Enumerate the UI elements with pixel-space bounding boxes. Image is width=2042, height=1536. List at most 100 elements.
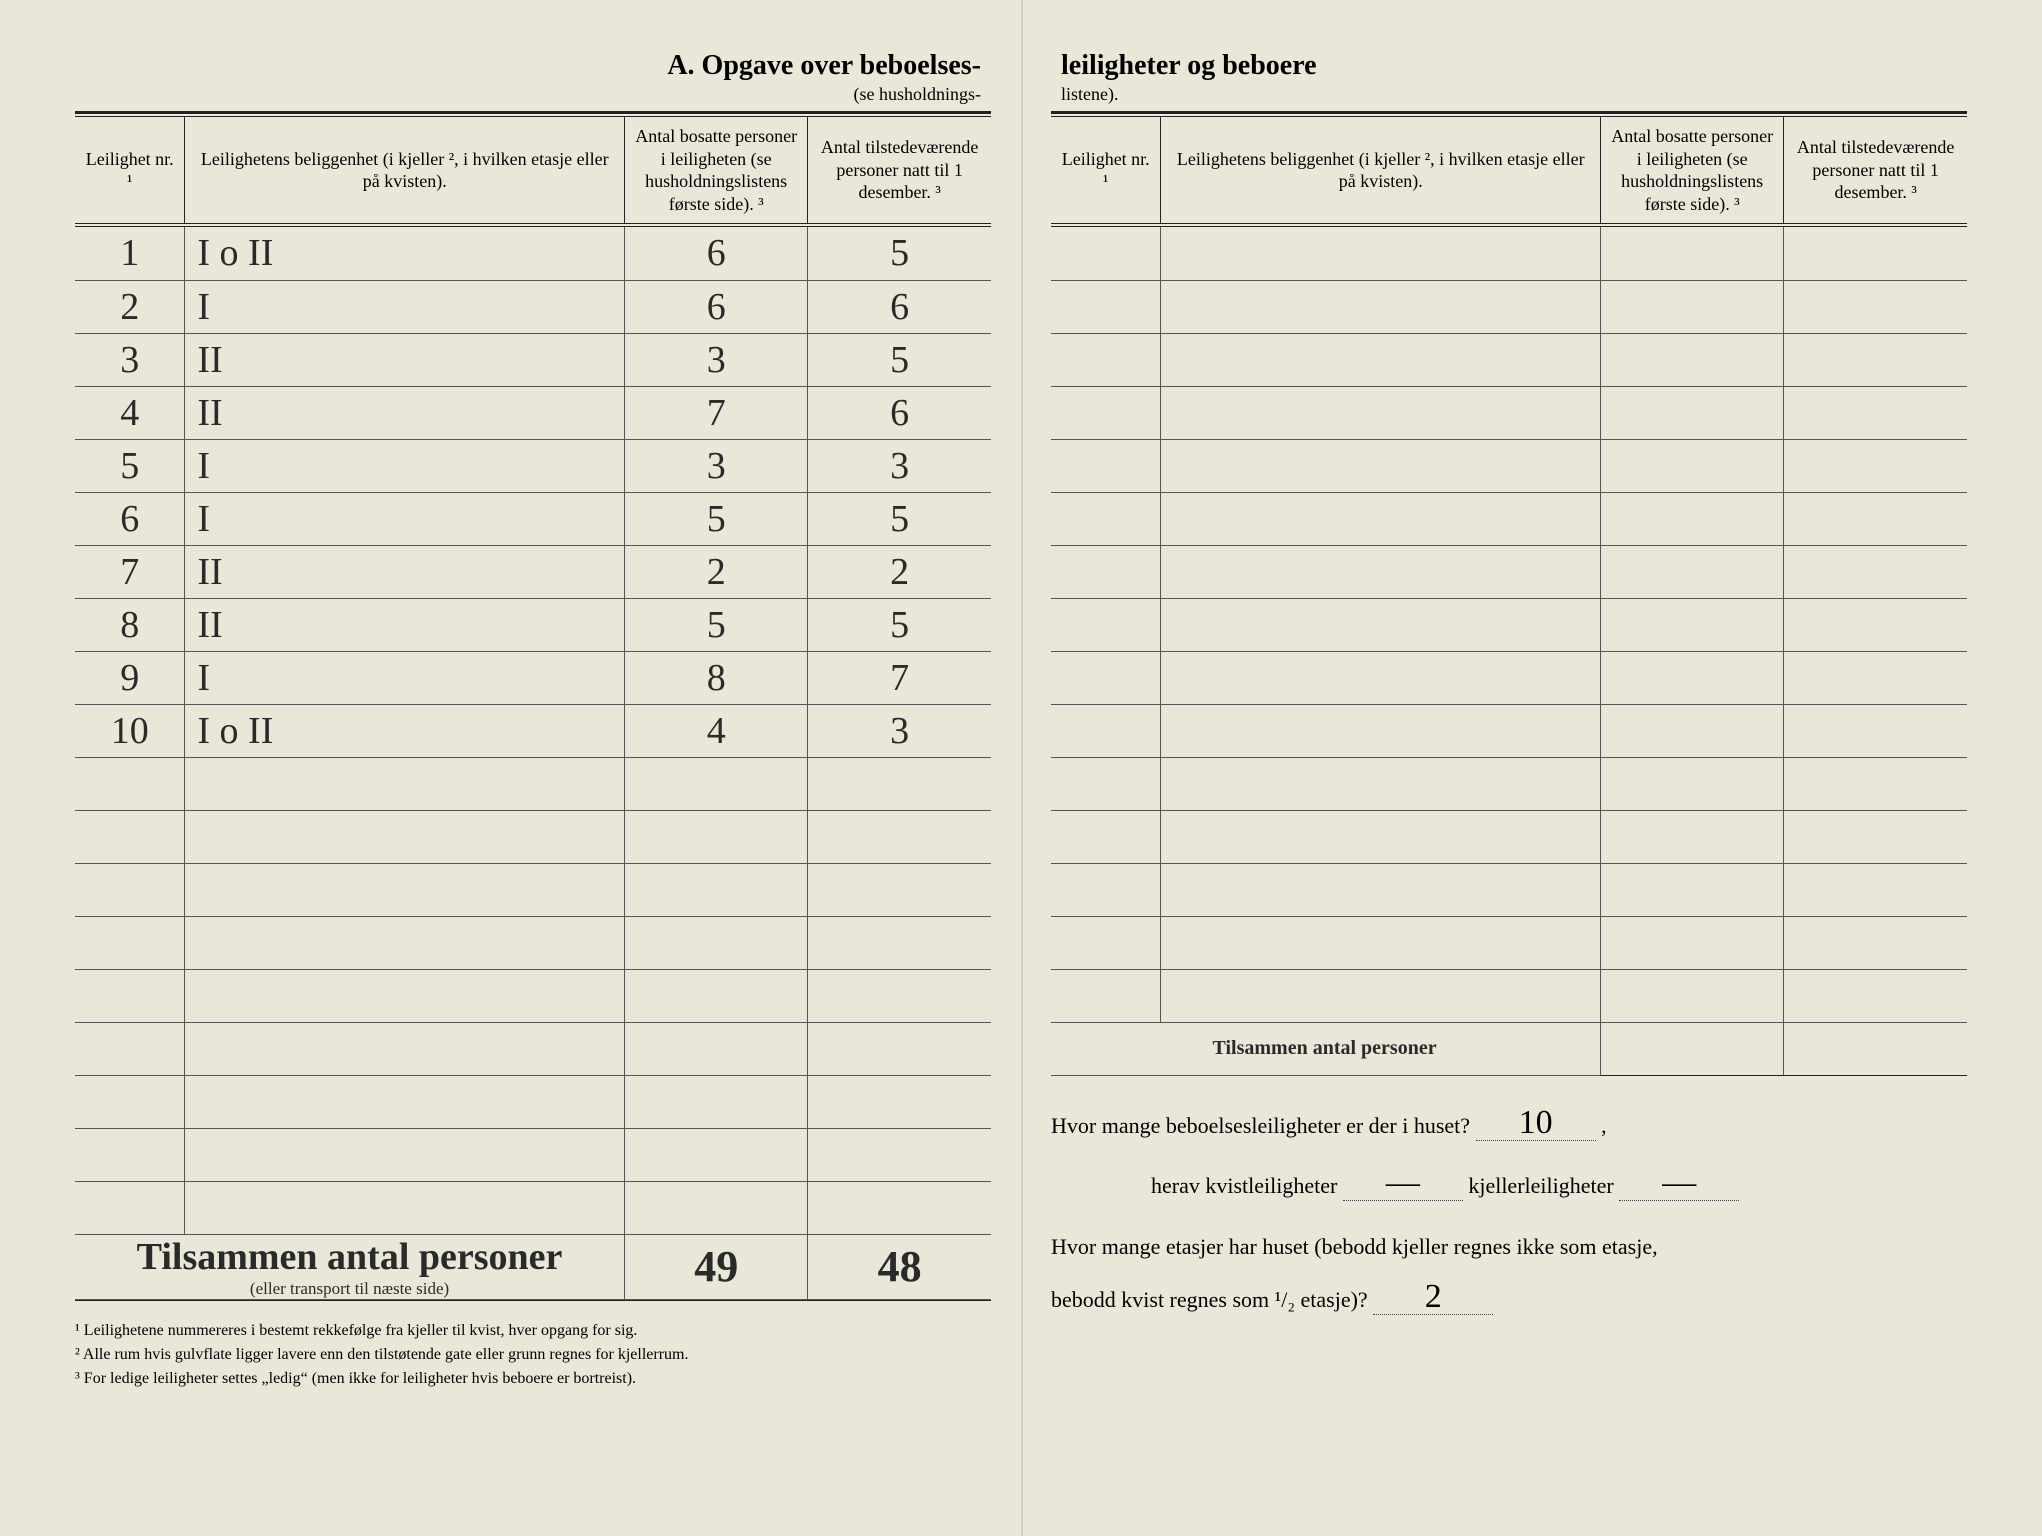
cell-nr: 10 [75, 704, 185, 757]
table-row-blank [75, 1022, 991, 1075]
cell-c2: 2 [808, 545, 991, 598]
total-label: Tilsammen antal personer [137, 1236, 563, 1278]
table-row-blank [1051, 492, 1967, 545]
table-row: 9I87 [75, 651, 991, 704]
questions-block: Hvor mange beboelsesleiligheter er der i… [1051, 1100, 1967, 1327]
cell-loc: II [185, 386, 625, 439]
right-total-c2 [1784, 1022, 1967, 1075]
footnotes: ¹ Leilighetene nummereres i bestemt rekk… [75, 1319, 991, 1391]
q2a-text: herav kvistleiligheter [1151, 1173, 1337, 1198]
right-page: leiligheter og beboere listene). Leiligh… [1021, 40, 1987, 1496]
cell-c2: 6 [808, 280, 991, 333]
q2b-text: kjellerleiligheter [1468, 1173, 1613, 1198]
table-row-blank [1051, 227, 1967, 280]
cell-nr: 7 [75, 545, 185, 598]
cell-nr: 3 [75, 333, 185, 386]
table-row-blank [1051, 439, 1967, 492]
cell-c2: 7 [808, 651, 991, 704]
table-row-blank [1051, 810, 1967, 863]
footnote-3: ³ For ledige leiligheter settes „ledig“ … [75, 1367, 991, 1391]
table-row-blank [1051, 333, 1967, 386]
table-row-blank [1051, 651, 1967, 704]
table-row-blank [1051, 863, 1967, 916]
table-row: 5I33 [75, 439, 991, 492]
census-table-right: Leilighet nr. ¹ Leilighetens beliggenhet… [1051, 117, 1967, 1076]
table-row: 10I o II43 [75, 704, 991, 757]
cell-c1: 3 [625, 439, 808, 492]
census-table-left: Leilighet nr. ¹ Leilighetens beliggenhet… [75, 117, 991, 1300]
col-header-c1: Antal bosatte personer i leiligheten (se… [625, 117, 808, 223]
title-left: A. Opgave over beboelses- [75, 40, 991, 84]
col-header-loc: Leilighetens beliggenhet (i kjeller ², i… [185, 117, 625, 223]
table-row-blank [75, 757, 991, 810]
document-spread: A. Opgave over beboelses- (se husholdnin… [55, 40, 1987, 1496]
table-row-blank [75, 1075, 991, 1128]
q2b-value: — [1619, 1166, 1739, 1201]
rule [75, 1300, 991, 1301]
total-c2: 48 [808, 1234, 991, 1299]
cell-c1: 6 [625, 227, 808, 280]
question-3: Hvor mange etasjer har huset (bebodd kje… [1051, 1221, 1967, 1327]
total-c1: 49 [625, 1234, 808, 1299]
q3-text-a: Hvor mange etasjer har huset (bebodd kje… [1051, 1234, 1658, 1259]
table-row: 4II76 [75, 386, 991, 439]
total-sub: (eller transport til næste side) [87, 1279, 612, 1299]
cell-nr: 2 [75, 280, 185, 333]
q3-value: 2 [1373, 1280, 1493, 1315]
table-row: 8II55 [75, 598, 991, 651]
cell-nr: 6 [75, 492, 185, 545]
left-page: A. Opgave over beboelses- (se husholdnin… [55, 40, 1021, 1496]
total-row: Tilsammen antal personer (eller transpor… [75, 1234, 991, 1299]
col-header-c1: Antal bosatte personer i leiligheten (se… [1601, 117, 1784, 223]
cell-loc: II [185, 333, 625, 386]
table-row-blank [1051, 545, 1967, 598]
table-row-blank [75, 1128, 991, 1181]
footnote-1: ¹ Leilighetene nummereres i bestemt rekk… [75, 1319, 991, 1343]
table-row-blank [75, 916, 991, 969]
table-row-blank [1051, 757, 1967, 810]
question-2: herav kvistleiligheter — kjellerleilighe… [1051, 1160, 1967, 1213]
cell-nr: 4 [75, 386, 185, 439]
right-total-c1 [1601, 1022, 1784, 1075]
col-header-c2: Antal tilstedeværende personer natt til … [1784, 117, 1967, 223]
q1-value: 10 [1476, 1106, 1596, 1141]
cell-loc: I [185, 651, 625, 704]
table-row-blank [1051, 704, 1967, 757]
cell-c2: 5 [808, 598, 991, 651]
table-row-blank [1051, 386, 1967, 439]
cell-nr: 1 [75, 227, 185, 280]
table-row-blank [75, 810, 991, 863]
q1-text: Hvor mange beboelsesleiligheter er der i… [1051, 1113, 1470, 1138]
col-header-loc: Leilighetens beliggenhet (i kjeller ², i… [1161, 117, 1601, 223]
cell-loc: I o II [185, 227, 625, 280]
table-row-blank [1051, 598, 1967, 651]
table-row: 1I o II65 [75, 227, 991, 280]
table-row-blank [1051, 969, 1967, 1022]
cell-c1: 4 [625, 704, 808, 757]
table-row-blank [1051, 280, 1967, 333]
table-row: 3II35 [75, 333, 991, 386]
cell-loc: I [185, 439, 625, 492]
question-1: Hvor mange beboelsesleiligheter er der i… [1051, 1100, 1967, 1153]
cell-c1: 7 [625, 386, 808, 439]
table-row-blank [75, 1181, 991, 1234]
cell-c1: 6 [625, 280, 808, 333]
cell-c1: 2 [625, 545, 808, 598]
cell-loc: II [185, 545, 625, 598]
cell-nr: 9 [75, 651, 185, 704]
table-row-blank [75, 969, 991, 1022]
cell-nr: 5 [75, 439, 185, 492]
cell-c2: 6 [808, 386, 991, 439]
cell-loc: II [185, 598, 625, 651]
footnote-2: ² Alle rum hvis gulvflate ligger lavere … [75, 1343, 991, 1367]
cell-loc: I o II [185, 704, 625, 757]
right-total-row: Tilsammen antal personer [1051, 1022, 1967, 1075]
subtitle-left: (se husholdnings- [75, 84, 991, 105]
col-header-nr: Leilighet nr. ¹ [1051, 117, 1161, 223]
table-row: 7II22 [75, 545, 991, 598]
cell-c1: 3 [625, 333, 808, 386]
col-header-nr: Leilighet nr. ¹ [75, 117, 185, 223]
q2a-value: — [1343, 1166, 1463, 1201]
cell-c2: 5 [808, 333, 991, 386]
table-row-blank [75, 863, 991, 916]
